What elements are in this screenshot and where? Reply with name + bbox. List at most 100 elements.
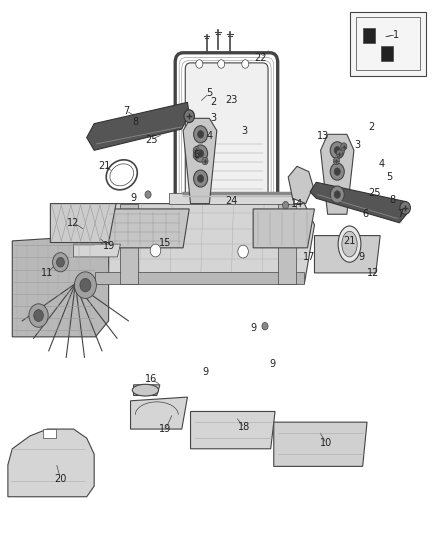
Polygon shape [363,28,375,43]
Polygon shape [169,193,293,204]
Text: 9: 9 [131,193,137,203]
Circle shape [74,272,96,298]
Text: 19: 19 [102,241,115,251]
Ellipse shape [342,231,357,257]
Circle shape [194,145,208,162]
Text: 5: 5 [386,172,392,182]
Circle shape [334,191,340,198]
Circle shape [80,278,91,292]
Text: 7: 7 [398,209,404,219]
Circle shape [53,253,68,272]
Text: 13: 13 [317,131,329,141]
Circle shape [184,110,194,123]
Text: 3: 3 [354,140,360,150]
Circle shape [400,201,410,214]
Circle shape [29,304,48,327]
Circle shape [193,147,199,154]
Polygon shape [74,244,120,257]
Text: 6: 6 [363,209,369,219]
Ellipse shape [338,226,361,262]
Text: 18: 18 [238,423,251,432]
Circle shape [262,322,268,330]
Circle shape [196,60,203,68]
Text: 3: 3 [211,114,217,123]
Circle shape [334,147,340,154]
Text: 8: 8 [389,195,395,205]
Text: 23: 23 [225,95,237,105]
Polygon shape [381,46,393,61]
Polygon shape [12,236,109,337]
Polygon shape [274,422,367,466]
Text: 11: 11 [41,268,53,278]
Circle shape [336,150,343,157]
Circle shape [283,201,289,209]
Text: 5: 5 [206,88,212,98]
Polygon shape [310,182,406,223]
Text: 20: 20 [54,474,67,483]
FancyBboxPatch shape [185,63,268,201]
Circle shape [334,168,340,175]
Text: 4: 4 [206,131,212,141]
Polygon shape [191,411,275,449]
Circle shape [194,126,208,143]
Text: 25: 25 [145,135,157,144]
Text: 14: 14 [291,199,303,208]
Polygon shape [134,385,160,395]
Text: 2: 2 [368,122,374,132]
Text: 19: 19 [159,424,172,434]
Polygon shape [131,397,187,429]
Text: 12: 12 [367,268,379,278]
Polygon shape [288,166,313,204]
Text: 9: 9 [358,252,364,262]
Text: 21: 21 [98,161,110,171]
Circle shape [194,170,208,187]
Circle shape [341,143,347,150]
Polygon shape [50,204,116,243]
Text: 9: 9 [250,323,256,333]
Polygon shape [183,118,217,204]
Circle shape [145,191,151,198]
Circle shape [150,244,161,257]
Polygon shape [314,236,380,273]
Text: 15: 15 [159,238,172,247]
Circle shape [330,142,344,159]
Circle shape [333,157,339,165]
Text: 21: 21 [343,236,356,246]
Polygon shape [87,102,189,150]
Text: 9: 9 [202,367,208,377]
Polygon shape [321,134,354,214]
Circle shape [218,60,225,68]
Circle shape [57,257,64,267]
Text: 3: 3 [241,126,247,135]
Polygon shape [253,209,314,248]
Circle shape [198,131,204,138]
Polygon shape [43,429,56,438]
Text: 16: 16 [145,375,157,384]
Text: 25: 25 [368,188,381,198]
Text: 7: 7 [123,106,129,116]
Text: 24: 24 [225,197,237,206]
Circle shape [238,245,248,258]
Circle shape [198,175,204,182]
Text: 4: 4 [379,159,385,169]
Polygon shape [85,204,314,284]
Polygon shape [8,429,94,497]
Text: 17: 17 [303,252,315,262]
Circle shape [330,186,344,203]
Polygon shape [109,209,189,248]
Circle shape [242,60,249,68]
Polygon shape [95,272,304,284]
Circle shape [34,310,43,321]
Text: 10: 10 [320,439,332,448]
Text: 6: 6 [193,150,199,159]
Circle shape [198,150,204,157]
Circle shape [202,157,208,165]
Text: 1: 1 [393,30,399,39]
Polygon shape [350,12,426,76]
Text: 2: 2 [211,98,217,107]
Text: 8: 8 [133,117,139,126]
Text: 12: 12 [67,218,80,228]
Polygon shape [120,204,138,284]
Ellipse shape [132,384,159,396]
Text: 9: 9 [269,359,276,368]
